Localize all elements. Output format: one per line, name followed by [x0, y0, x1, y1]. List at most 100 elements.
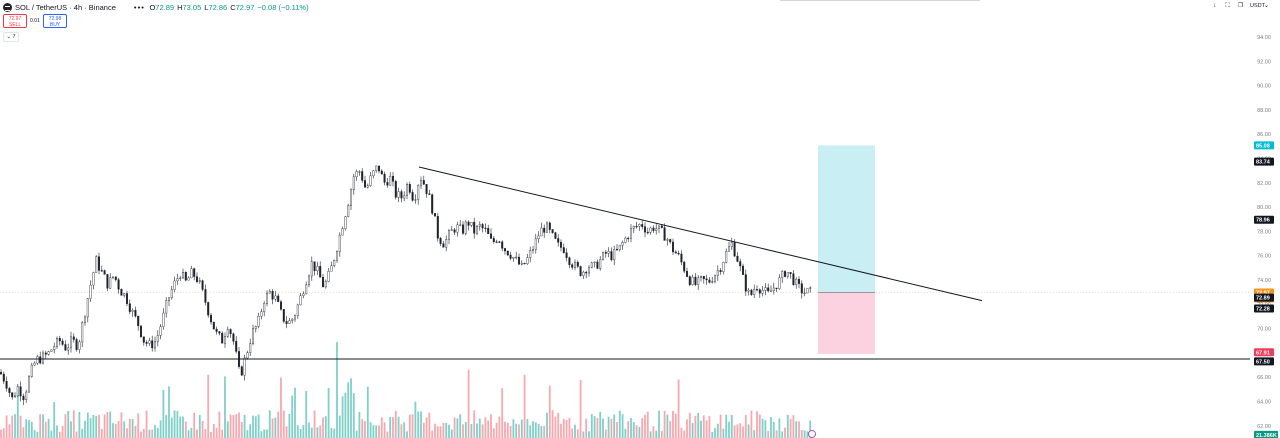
volume-bar	[361, 419, 364, 438]
volume-bar	[305, 390, 308, 438]
volume-bar	[350, 378, 352, 438]
candle-body	[240, 366, 243, 376]
volume-bar	[246, 430, 249, 438]
candle-body	[562, 247, 565, 253]
candle-body	[8, 388, 11, 393]
volume-bar	[484, 417, 487, 438]
volume-bar	[753, 430, 756, 438]
candle-body	[95, 256, 98, 273]
volume-bar	[224, 376, 226, 438]
candle-body	[380, 170, 383, 175]
download-icon[interactable]: ↓	[1213, 3, 1216, 9]
candle-body	[209, 314, 212, 323]
volume-bar	[184, 421, 187, 438]
volume-bar	[722, 428, 725, 438]
volume-bar	[5, 415, 8, 438]
volume-bar	[294, 387, 296, 438]
candle-body	[434, 213, 437, 217]
candle-body	[198, 280, 201, 282]
candle-body	[621, 242, 624, 246]
candle-body	[100, 270, 103, 272]
candle-body	[310, 261, 313, 277]
volume-bar	[151, 429, 154, 438]
volume-bar	[61, 425, 64, 438]
candle-body	[123, 293, 126, 296]
candle-body	[50, 349, 53, 352]
volume-bar	[316, 427, 319, 438]
candle-body	[344, 216, 347, 229]
volume-bar	[67, 410, 70, 438]
candle-body	[739, 261, 742, 267]
candle-body	[548, 222, 551, 230]
candle-body	[593, 261, 596, 264]
volume-bar	[641, 418, 644, 438]
candle-body	[789, 272, 792, 274]
candle-body	[691, 276, 694, 285]
candle-body	[467, 221, 470, 226]
candle-body	[445, 239, 448, 248]
volume-bar	[694, 416, 697, 438]
ohlc-values: O72.89 H73.05 L72.86 C72.97 −0.08 (−0.11…	[149, 3, 308, 12]
volume-bar	[92, 414, 95, 438]
indicators-collapse-button[interactable]: ⌄ 7	[3, 32, 19, 42]
candle-body	[683, 261, 686, 272]
candle-body	[686, 270, 689, 277]
candle-body	[294, 315, 297, 320]
candle-body	[319, 266, 322, 278]
candle-body	[341, 228, 344, 236]
candle-body	[669, 239, 672, 243]
y-tick-label: 90.00	[1257, 84, 1271, 90]
candle-body	[176, 278, 179, 282]
candle-body	[400, 191, 403, 199]
volume-bar	[53, 402, 56, 438]
high-label: H	[177, 3, 183, 12]
buy-button[interactable]: 72.98 BUY	[43, 14, 67, 28]
sell-button[interactable]: 72.97 SELL	[3, 14, 27, 28]
candle-body	[156, 335, 159, 342]
currency-selector[interactable]: USDT	[1250, 3, 1265, 9]
candle-body	[568, 257, 571, 265]
fullscreen-icon[interactable]: ⛶	[1225, 3, 1230, 9]
volume-bar	[504, 421, 506, 438]
price-tag-bg	[1254, 430, 1278, 438]
candle-body	[610, 251, 613, 261]
candle-body	[162, 312, 165, 327]
candle-body	[554, 232, 557, 239]
candle-body	[195, 276, 198, 282]
candle-body	[347, 205, 350, 217]
candle-body	[78, 341, 81, 350]
volume-bar	[702, 415, 705, 438]
y-tick-label: 78.00	[1257, 229, 1271, 235]
candle-body	[574, 262, 577, 268]
volume-bar	[179, 416, 182, 438]
volume-bar	[366, 386, 369, 438]
volume-bar	[736, 424, 739, 438]
candle-body	[557, 238, 560, 243]
candle-body	[579, 266, 582, 276]
chevron-down-icon[interactable]: ⌄	[1263, 3, 1270, 9]
restore-window-icon[interactable]: ❐	[1237, 3, 1244, 9]
candle-body	[218, 331, 221, 334]
candle-body	[697, 277, 700, 285]
candle-body	[271, 290, 274, 300]
candle-body	[582, 271, 585, 276]
volume-bar	[546, 412, 548, 438]
y-tick-label: 76.00	[1257, 254, 1271, 260]
price-tag-dark: 72.89	[1254, 293, 1274, 302]
volume-bar	[212, 423, 215, 438]
volume-bar	[728, 421, 730, 438]
symbol-title[interactable]: SOL / TetherUS · 4h · Binance	[15, 3, 116, 12]
volume-bar	[75, 431, 78, 438]
volume-bar	[266, 429, 268, 438]
volume-bar	[142, 428, 145, 438]
volume-bar	[742, 426, 744, 438]
candle-body	[145, 342, 148, 344]
candle-body	[313, 261, 316, 272]
volume-bar	[568, 417, 571, 438]
candle-body	[473, 222, 476, 234]
candle-body	[364, 180, 367, 188]
volume-bar	[154, 425, 156, 438]
candle-body	[97, 256, 100, 271]
sell-label: SELL	[8, 22, 22, 28]
